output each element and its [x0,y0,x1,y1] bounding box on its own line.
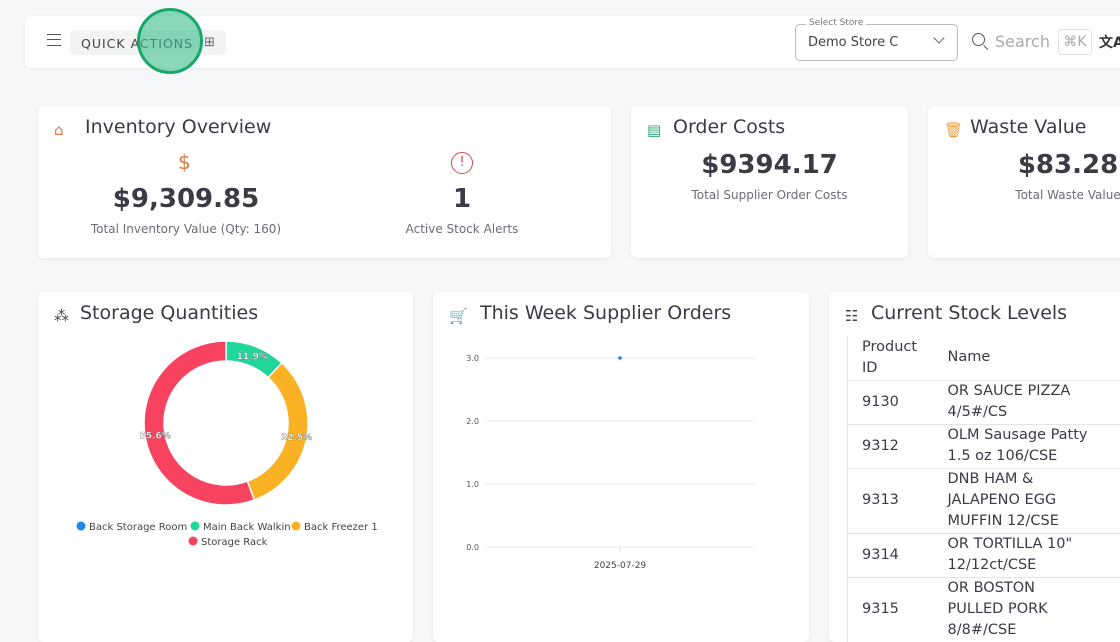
translate-icon[interactable]: 文A [1099,32,1120,52]
product-name-cell: DNB HAM & JALAPENO EGG MUFFIN 12/CSE [934,468,1104,533]
card-title: Current Stock Levels [871,302,1067,324]
stock-levels-card: ☷ Current Stock Levels Product ID Name 9… [829,292,1120,642]
dollar-icon: $ [178,150,191,174]
order-costs-value: $9394.17 [631,150,908,180]
x-tick-label: 2025-07-29 [594,561,647,571]
waste-value-label: Total Waste Value [958,188,1120,202]
slice-label: 55.6% [139,432,170,442]
apps-add-icon: ⊞ [204,35,216,50]
search-shortcut: ⌘K [1058,29,1092,55]
legend-label[interactable]: Storage Rack [201,537,268,548]
y-tick-label: 0.0 [466,543,479,552]
y-tick-label: 1.0 [466,480,479,489]
legend-label[interactable]: Main Back Walkin [203,522,291,533]
storage-donut-chart: 11.9% 32.5% 55.6% Back Storage Room Main Bac… [38,332,413,602]
y-tick-label: 2.0 [466,417,479,426]
product-id-cell: 9130 [848,380,934,424]
receipt-icon: ▤ [647,121,661,139]
legend-marker [189,537,198,546]
slice-label: 32.5% [281,433,312,443]
legend-label[interactable]: Back Freezer 1 [304,522,378,533]
card-title: This Week Supplier Orders [480,302,731,324]
product-id-cell: 9315 [848,577,934,642]
legend-marker [191,522,200,531]
cursor-indicator [137,8,203,74]
product-name-cell: OR SAUCE PIZZA 4/5#/CS [934,380,1104,424]
search-input[interactable]: Search [995,32,1050,51]
column-header-name: Name [934,336,1104,380]
cart-icon: 🛒 [449,307,468,325]
product-name-cell: OR BOSTON PULLED PORK 8/8#/CSE [934,577,1104,642]
search-icon[interactable] [972,33,985,46]
boxes-icon: ⁂ [54,307,69,325]
list-icon: ☷ [845,307,858,325]
product-name-cell: OR TORTILLA 10" 12/12ct/CSE [934,533,1104,577]
donut-slice-2[interactable] [247,363,308,500]
waste-value-card: 🗑 Waste Value $83.28 Total Waste Value [928,106,1120,258]
supplier-orders-line-chart: 0.0 1.0 2.0 3.0 2025-07-29 [433,332,809,632]
store-select-label: Select Store [806,18,866,28]
legend-marker [292,522,301,531]
product-id-cell: 9313 [848,468,934,533]
inventory-value-label: Total Inventory Value (Qty: 160) [86,222,286,236]
inventory-value: $9,309.85 [86,184,286,214]
card-title: Order Costs [673,116,785,138]
trash-icon: 🗑 [944,121,963,139]
product-id-cell: 9312 [848,424,934,468]
stock-alerts-label: Active Stock Alerts [362,222,562,236]
y-tick-label: 3.0 [466,354,479,363]
product-id-cell: 9314 [848,533,934,577]
storage-quantities-card: ⁂ Storage Quantities 11.9% 32.5% 55.6% Back… [38,292,413,642]
inventory-overview-card: ⌂ Inventory Overview $ $9,309.85 Total I… [38,106,611,258]
menu-icon[interactable] [47,34,61,46]
column-header-product-id: Product ID [848,336,934,380]
store-select-value: Demo Store C [808,35,898,50]
waste-value: $83.28 [958,150,1120,180]
alert-icon: ! [451,152,473,174]
legend-marker [77,522,86,531]
product-name-cell: OLM Sausage Patty 1.5 oz 106/CSE [934,424,1104,468]
stock-alerts-count: 1 [362,184,562,214]
supplier-orders-card: 🛒 This Week Supplier Orders 0.0 1.0 2.0 3.0… [433,292,809,642]
legend-label[interactable]: Back Storage Room [89,522,187,533]
chevron-down-icon [933,32,944,43]
order-costs-card: ▤ Order Costs $9394.17 Total Supplier Or… [631,106,908,258]
data-point[interactable] [618,356,622,360]
card-title: Inventory Overview [85,116,271,138]
card-title: Waste Value [970,116,1086,138]
card-title: Storage Quantities [80,302,258,324]
donut-slice-3[interactable] [144,341,254,505]
order-costs-label: Total Supplier Order Costs [631,188,908,202]
warehouse-icon: ⌂ [54,121,64,139]
store-select[interactable]: Select Store Demo Store C [795,24,958,61]
slice-label: 11.9% [237,352,268,362]
